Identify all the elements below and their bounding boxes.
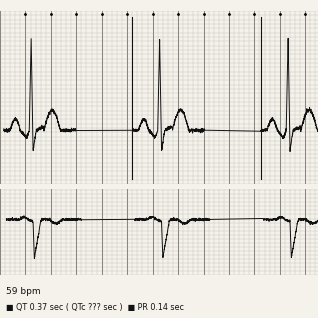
Text: 59 bpm: 59 bpm bbox=[6, 287, 41, 296]
Text: ■ QT 0.37 sec ( QTc ??? sec )  ■ PR 0.14 sec: ■ QT 0.37 sec ( QTc ??? sec ) ■ PR 0.14 … bbox=[6, 303, 184, 313]
